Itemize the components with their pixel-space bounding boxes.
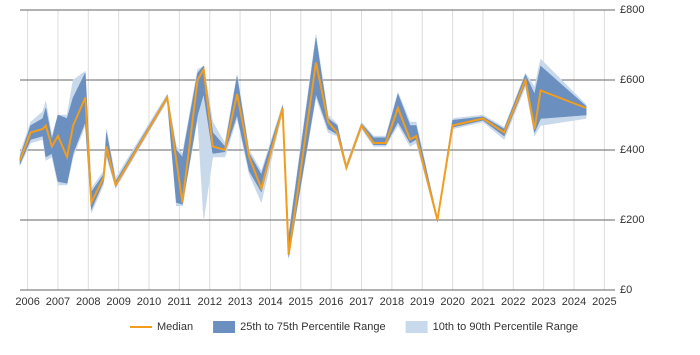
x-tick-label: 2017 bbox=[349, 296, 373, 308]
x-tick-label: 2011 bbox=[168, 296, 192, 308]
x-tick-label: 2024 bbox=[562, 296, 586, 308]
x-tick-label: 2014 bbox=[258, 296, 282, 308]
x-tick-label: 2009 bbox=[106, 296, 130, 308]
x-tick-label: 2006 bbox=[15, 296, 39, 308]
x-tick-label: 2019 bbox=[410, 296, 434, 308]
legend-label: 10th to 90th Percentile Range bbox=[433, 321, 579, 333]
x-tick-label: 2021 bbox=[471, 296, 495, 308]
x-tick-label: 2025 bbox=[592, 296, 616, 308]
x-tick-label: 2012 bbox=[197, 296, 221, 308]
x-tick-label: 2008 bbox=[76, 296, 100, 308]
y-tick-label: £800 bbox=[620, 4, 644, 16]
x-tick-label: 2007 bbox=[46, 296, 70, 308]
x-tick-label: 2023 bbox=[531, 296, 555, 308]
x-tick-label: 2016 bbox=[319, 296, 343, 308]
x-tick-label: 2018 bbox=[380, 296, 404, 308]
x-tick-label: 2010 bbox=[137, 296, 161, 308]
y-tick-label: £200 bbox=[620, 214, 644, 226]
y-tick-label: £0 bbox=[620, 284, 632, 296]
median-line bbox=[19, 62, 587, 256]
legend-swatch bbox=[213, 321, 236, 333]
x-tick-label: 2013 bbox=[228, 296, 252, 308]
legend-label: 25th to 75th Percentile Range bbox=[240, 321, 386, 333]
y-tick-label: £600 bbox=[620, 74, 644, 86]
x-tick-label: 2015 bbox=[289, 296, 313, 308]
y-tick-label: £400 bbox=[620, 144, 644, 156]
legend-label: Median bbox=[157, 321, 193, 333]
legend-swatch bbox=[405, 321, 428, 333]
x-tick-label: 2022 bbox=[501, 296, 525, 308]
x-tick-label: 2020 bbox=[440, 296, 464, 308]
